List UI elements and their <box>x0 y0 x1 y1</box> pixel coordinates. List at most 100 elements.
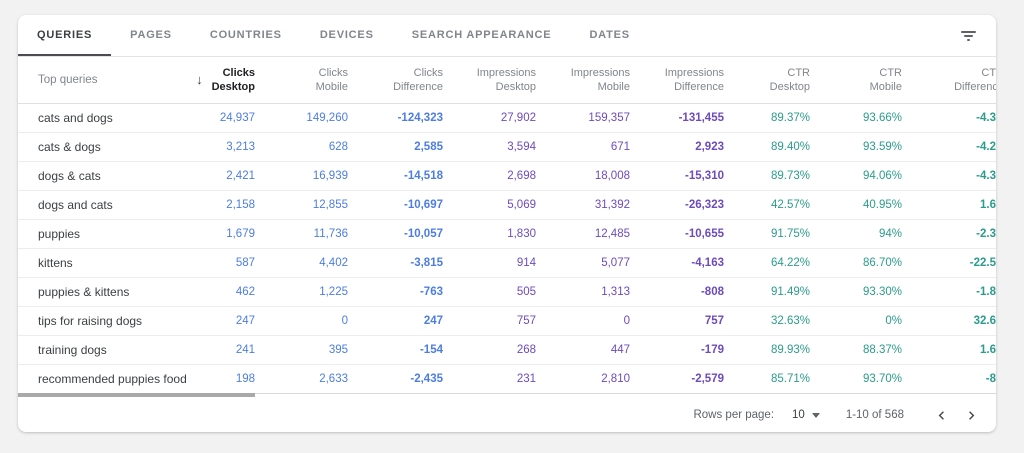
clicks-desktop-cell: 241 <box>235 344 255 356</box>
clicks-difference-cell: -3,815 <box>410 257 443 269</box>
column-header-clicks-desktop[interactable]: ↓ Clicks Desktop <box>196 67 255 93</box>
ctr-difference-cell: -4.3 <box>976 170 996 182</box>
table-row: puppies & kittens 462 1,225 -763 505 1,313 -80… <box>18 278 996 307</box>
clicks-difference-cell: -14,518 <box>403 170 443 182</box>
tab-devices[interactable]: DEVICES <box>319 28 374 41</box>
next-page-button[interactable] <box>956 400 986 430</box>
column-header-impressions-difference[interactable]: Impressions Difference <box>664 67 724 93</box>
query-cell[interactable]: recommended puppies food <box>38 372 187 386</box>
clicks-mobile-cell: 395 <box>328 344 348 356</box>
filter-icon[interactable] <box>954 22 982 50</box>
impressions-mobile-cell: 671 <box>610 141 630 153</box>
pagination-range: 1-10 of 568 <box>845 409 904 421</box>
clicks-difference-cell: -2,435 <box>410 373 443 385</box>
column-header-clicks-difference[interactable]: Clicks Difference <box>393 67 443 93</box>
table-row: cats and dogs 24,937 149,260 -124,323 27,902… <box>18 104 996 133</box>
clicks-mobile-cell: 1,225 <box>319 286 348 298</box>
impressions-mobile-cell: 0 <box>623 315 630 327</box>
impressions-difference-cell: -4,163 <box>691 257 724 269</box>
ctr-desktop-cell: 91.75% <box>770 228 810 240</box>
clicks-difference-cell: -124,323 <box>397 112 443 124</box>
clicks-difference-cell: 247 <box>423 315 443 327</box>
impressions-mobile-cell: 159,357 <box>588 112 630 124</box>
query-cell[interactable]: kittens <box>38 256 73 270</box>
ctr-difference-cell: -4.2 <box>976 141 996 153</box>
impressions-desktop-cell: 27,902 <box>500 112 536 124</box>
column-header-ctr-mobile[interactable]: CTR Mobile <box>869 67 902 93</box>
tab-queries[interactable]: QUERIES <box>18 15 112 56</box>
clicks-difference-cell: -154 <box>419 344 443 356</box>
table-body: cats and dogs 24,937 149,260 -124,323 27,902… <box>18 104 996 394</box>
ctr-desktop-cell: 89.37% <box>770 112 810 124</box>
ctr-mobile-cell: 93.70% <box>862 373 902 385</box>
table-row: training dogs 241 395 -154 268 447 -179 89.93% 8… <box>18 336 996 365</box>
ctr-mobile-cell: 94% <box>878 228 902 240</box>
query-cell[interactable]: tips for raising dogs <box>38 314 143 328</box>
impressions-difference-cell: -179 <box>700 344 724 356</box>
clicks-mobile-cell: 149,260 <box>306 112 348 124</box>
ctr-mobile-cell: 86.70% <box>862 257 902 269</box>
ctr-mobile-cell: 93.59% <box>862 141 902 153</box>
column-header-impressions-desktop[interactable]: Impressions Desktop <box>476 67 536 93</box>
clicks-mobile-cell: 12,855 <box>312 199 348 211</box>
query-cell[interactable]: dogs & cats <box>38 169 101 183</box>
impressions-desktop-cell: 5,069 <box>507 199 536 211</box>
ctr-desktop-cell: 89.40% <box>770 141 810 153</box>
tab-search-appearance[interactable]: SEARCH APPEARANCE <box>411 28 552 41</box>
clicks-desktop-cell: 247 <box>235 315 255 327</box>
clicks-desktop-cell: 2,421 <box>226 170 255 182</box>
impressions-difference-cell: -131,455 <box>678 112 724 124</box>
impressions-mobile-cell: 2,810 <box>601 373 630 385</box>
ctr-difference-cell: -2.3 <box>976 228 996 240</box>
tab-pages[interactable]: PAGES <box>130 28 172 41</box>
column-header-top-queries[interactable]: Top queries <box>38 74 98 86</box>
clicks-desktop-cell: 1,679 <box>226 228 255 240</box>
query-cell[interactable]: dogs and cats <box>38 198 113 212</box>
query-cell[interactable]: puppies & kittens <box>38 285 130 299</box>
column-header-ctr-difference[interactable]: CTRDifference <box>954 67 996 93</box>
tab-dates[interactable]: DATES <box>589 28 630 41</box>
ctr-mobile-cell: 0% <box>885 315 902 327</box>
clicks-mobile-cell: 16,939 <box>312 170 348 182</box>
ctr-mobile-cell: 40.95% <box>862 199 902 211</box>
previous-page-button[interactable] <box>926 400 956 430</box>
horizontal-scrollbar <box>18 393 996 398</box>
impressions-mobile-cell: 5,077 <box>601 257 630 269</box>
ctr-mobile-cell: 94.06% <box>862 170 902 182</box>
impressions-mobile-cell: 447 <box>610 344 630 356</box>
query-cell[interactable]: cats & dogs <box>38 140 101 154</box>
impressions-difference-cell: 2,923 <box>695 141 724 153</box>
ctr-difference-cell: -4.3 <box>976 112 996 124</box>
ctr-difference-cell: -22.5 <box>969 257 996 269</box>
ctr-difference-cell: -1.8 <box>976 286 996 298</box>
horizontal-scrollbar-thumb[interactable] <box>18 393 255 397</box>
comparison-table: Top queries ↓ Clicks Desktop Clicks Mobile Cl… <box>18 57 996 394</box>
clicks-difference-cell: -10,697 <box>403 199 443 211</box>
ctr-desktop-cell: 85.71% <box>770 373 810 385</box>
table-row: dogs and cats 2,158 12,855 -10,697 5,069 31,3… <box>18 191 996 220</box>
impressions-desktop-cell: 231 <box>516 373 536 385</box>
performance-card: QUERIES PAGES COUNTRIES DEVICES SEARCH APPEA… <box>18 15 996 432</box>
rows-per-page-select[interactable]: 10 <box>792 409 820 421</box>
impressions-desktop-cell: 2,698 <box>507 170 536 182</box>
ctr-desktop-cell: 89.73% <box>770 170 810 182</box>
tab-countries[interactable]: COUNTRIES <box>209 28 282 41</box>
pagination-bar: Rows per page: 10 1-10 of 568 <box>18 398 996 432</box>
ctr-difference-cell: -8 <box>985 373 996 385</box>
column-header-clicks-mobile[interactable]: Clicks Mobile <box>315 67 348 93</box>
ctr-difference-cell: 1.6 <box>980 344 996 356</box>
table-header-row: Top queries ↓ Clicks Desktop Clicks Mobile Cl… <box>18 57 996 104</box>
impressions-desktop-cell: 3,594 <box>507 141 536 153</box>
query-cell[interactable]: cats and dogs <box>38 111 113 125</box>
impressions-desktop-cell: 757 <box>516 315 536 327</box>
ctr-desktop-cell: 89.93% <box>770 344 810 356</box>
clicks-difference-cell: -763 <box>419 286 443 298</box>
column-header-impressions-mobile[interactable]: Impressions Mobile <box>570 67 630 93</box>
impressions-desktop-cell: 914 <box>516 257 536 269</box>
column-header-ctr-desktop[interactable]: CTR Desktop <box>769 67 810 93</box>
impressions-mobile-cell: 18,008 <box>594 170 630 182</box>
impressions-difference-cell: 757 <box>704 315 724 327</box>
query-cell[interactable]: training dogs <box>38 343 107 357</box>
query-cell[interactable]: puppies <box>38 227 81 241</box>
impressions-difference-cell: -26,323 <box>684 199 724 211</box>
